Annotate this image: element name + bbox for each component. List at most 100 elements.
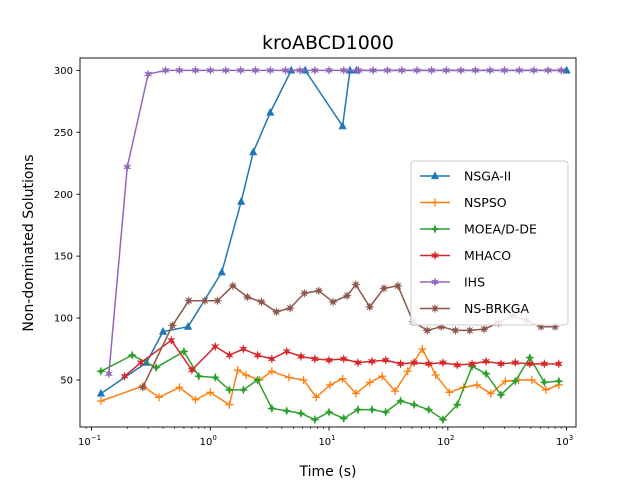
data-point-ihs-2	[143, 68, 153, 80]
data-point-ns-brkga-6	[243, 292, 252, 302]
data-point-mhaco-6	[238, 343, 248, 355]
data-point-moea-d-de-13	[324, 407, 334, 418]
data-point-ns-brkga-21	[451, 326, 460, 335]
legend-item-ns-brkga: NS-BRKGA	[420, 301, 529, 316]
data-point-ns-brkga-16	[379, 284, 389, 293]
data-point-ihs-7	[221, 65, 231, 76]
series-nspso	[96, 344, 563, 409]
data-point-ihs-8	[236, 65, 246, 76]
data-point-nsga-ii-10	[338, 121, 347, 130]
data-point-ihs-9	[251, 65, 260, 76]
series-ihs	[104, 65, 566, 379]
data-point-nspso-7	[233, 366, 242, 375]
data-point-ihs-12	[295, 65, 305, 76]
data-point-nspso-20	[403, 367, 412, 376]
x-axis-label: Time (s)	[299, 464, 357, 480]
data-point-nsga-ii-7	[266, 107, 275, 116]
data-point-nspso-29	[527, 375, 536, 384]
data-point-ihs-20	[412, 65, 422, 76]
data-point-mhaco-27	[539, 358, 549, 369]
data-point-ns-brkga-23	[479, 324, 489, 334]
data-point-nspso-22	[431, 370, 440, 379]
data-point-ihs-17	[368, 65, 378, 76]
data-point-nspso-11	[284, 373, 293, 382]
data-point-moea-d-de-14	[338, 413, 349, 424]
data-point-ihs-15	[339, 65, 349, 76]
data-point-ns-brkga-8	[272, 307, 281, 317]
data-point-nspso-0	[96, 396, 105, 405]
data-point-mhaco-18	[409, 357, 419, 368]
legend-box	[410, 160, 569, 326]
data-point-nspso-17	[365, 378, 374, 387]
data-point-ns-brkga-13	[342, 291, 352, 300]
data-point-moea-d-de-9	[266, 403, 277, 414]
data-point-mhaco-3	[187, 364, 197, 376]
data-point-mhaco-12	[324, 355, 334, 366]
data-point-moea-d-de-20	[423, 404, 434, 415]
data-point-ihs-1	[122, 161, 132, 173]
data-point-ihs-3	[161, 65, 170, 76]
y-tick-label-150: 150	[54, 252, 73, 263]
data-point-moea-d-de-16	[367, 404, 377, 415]
data-point-mhaco-15	[367, 356, 377, 367]
legend-item-nspso: NSPSO	[420, 195, 507, 210]
legend-label-ns-brkga: NS-BRKGA	[464, 301, 529, 316]
data-point-mhaco-8	[267, 353, 277, 365]
legend-item-nsga-ii: NSGA-II	[420, 169, 511, 184]
data-point-nspso-10	[267, 367, 276, 376]
data-point-nspso-14	[326, 380, 335, 389]
data-point-moea-d-de-26	[510, 376, 521, 387]
data-point-ihs-26	[500, 65, 509, 76]
data-point-mhaco-23	[481, 356, 491, 367]
data-point-mhaco-19	[424, 358, 434, 369]
data-point-moea-d-de-10	[281, 405, 292, 416]
data-point-mhaco-16	[381, 355, 391, 366]
data-point-ihs-13	[310, 65, 320, 76]
series-line-nspso	[100, 348, 560, 406]
data-point-moea-d-de-18	[395, 396, 406, 406]
legend-item-ihs: IHS	[420, 275, 485, 290]
legend-item-mhaco: MHACO	[420, 248, 511, 263]
data-point-ihs-24	[471, 65, 480, 76]
data-point-nspso-5	[206, 388, 215, 397]
data-point-ihs-10	[265, 65, 275, 76]
data-point-nspso-13	[312, 393, 321, 402]
data-point-moea-d-de-19	[409, 399, 420, 410]
x-tick-label-2: 101	[318, 434, 335, 448]
data-point-nsga-ii-5	[237, 196, 246, 205]
data-point-ns-brkga-1	[168, 321, 177, 330]
data-point-ihs-11	[281, 65, 290, 76]
data-point-ihs-6	[205, 65, 215, 76]
data-point-mhaco-21	[452, 359, 462, 371]
data-point-nsga-ii-3	[183, 322, 193, 330]
legend-label-nsga-ii: NSGA-II	[464, 169, 511, 184]
data-point-nspso-15	[338, 374, 347, 383]
data-point-nspso-21	[418, 344, 427, 353]
data-point-ihs-19	[397, 65, 407, 76]
legend-marker-nspso	[431, 198, 439, 207]
series-moea-d-de	[95, 346, 564, 425]
data-point-moea-d-de-15	[352, 404, 363, 415]
data-point-nspso-3	[175, 383, 184, 392]
data-point-ns-brkga-5	[228, 281, 238, 291]
data-point-moea-d-de-8	[252, 375, 263, 385]
data-point-ns-brkga-9	[285, 303, 295, 313]
data-point-ihs-16	[354, 65, 363, 76]
data-point-ihs-25	[485, 65, 495, 76]
data-point-nspso-16	[351, 389, 360, 398]
y-tick-label-50: 50	[60, 376, 73, 387]
data-point-moea-d-de-22	[452, 399, 463, 410]
data-point-moea-d-de-4	[193, 371, 204, 382]
data-point-mhaco-20	[438, 357, 448, 368]
data-point-nspso-25	[472, 380, 481, 389]
data-point-nsga-ii-2	[158, 327, 168, 335]
data-point-ns-brkga-0	[138, 383, 147, 392]
data-point-ns-brkga-2	[184, 296, 194, 305]
plot-frame	[79, 57, 577, 428]
data-point-moea-d-de-25	[496, 389, 506, 400]
data-point-ns-brkga-15	[365, 302, 374, 312]
data-point-nsga-ii-0	[96, 388, 106, 397]
legend: NSGA-II NSPSO MOEA/D-DE MHACO IHS NS-BRKGA	[410, 160, 569, 326]
data-point-mhaco-4	[210, 341, 220, 352]
